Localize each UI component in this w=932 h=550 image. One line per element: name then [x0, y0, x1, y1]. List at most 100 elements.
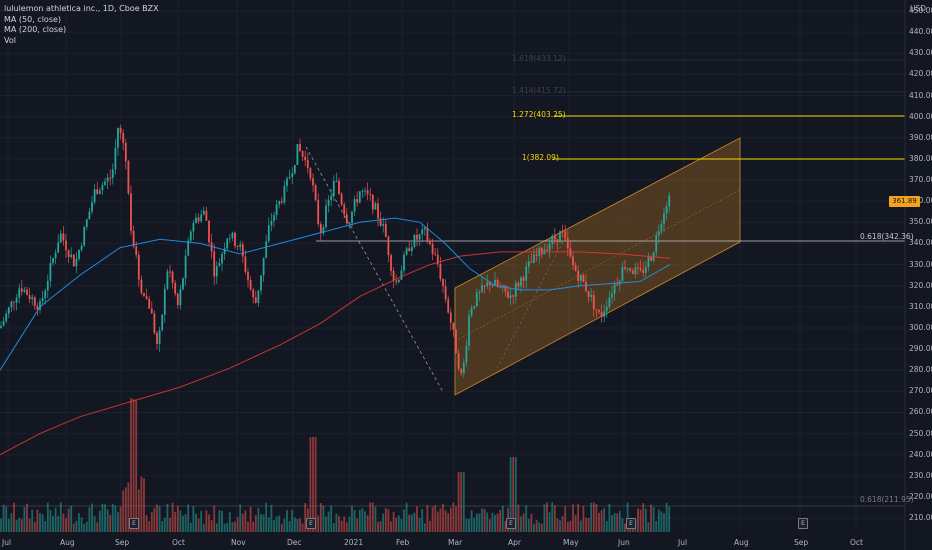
candle-body [496, 280, 499, 287]
volume-bar [52, 516, 54, 532]
volume-bar [119, 506, 122, 532]
candle-body [72, 254, 75, 267]
volume-bar [322, 505, 325, 532]
volume-bar [7, 518, 10, 532]
candle-body [239, 244, 242, 247]
candle-body [366, 190, 369, 195]
volume-bar [650, 504, 652, 532]
volume-bar [559, 520, 561, 532]
volume-legend[interactable]: Vol [4, 35, 16, 45]
candle-body [119, 127, 122, 134]
volume-bar [616, 513, 619, 532]
candle-body [465, 345, 468, 363]
candle-body [59, 233, 62, 243]
volume-bar [408, 514, 411, 532]
volume-bar [595, 503, 598, 532]
candle-body [241, 244, 244, 257]
volume-bar [262, 514, 265, 532]
candle-body [369, 194, 372, 196]
channel-midline [454, 189, 741, 342]
candle-body [613, 284, 616, 294]
volume-bar [28, 518, 31, 532]
candle-body [218, 263, 221, 267]
price-tick-label: 390.00 [909, 132, 932, 142]
volume-bar [137, 489, 140, 532]
candle-body [621, 266, 624, 281]
earnings-marker[interactable]: E [506, 518, 516, 529]
candle-body [332, 181, 335, 197]
candle-body [114, 147, 117, 170]
volume-bar [338, 516, 340, 532]
candle-body [579, 275, 582, 281]
volume-bar [96, 522, 99, 532]
volume-bar [18, 517, 21, 532]
volume-bar [210, 520, 213, 532]
volume-bar [540, 523, 543, 532]
volume-bar [390, 521, 392, 532]
volume-bar [124, 487, 127, 532]
volume-bar [546, 502, 548, 532]
volume-bar [522, 513, 525, 532]
volume-bar [93, 516, 96, 532]
price-tick-label: 380.00 [909, 153, 932, 163]
candle-body [187, 240, 190, 256]
volume-bar [582, 505, 585, 532]
candle-body [176, 293, 179, 306]
volume-bar [291, 509, 294, 532]
volume-bar [353, 510, 356, 532]
volume-bar [665, 502, 668, 532]
volume-bar [213, 505, 216, 532]
candle-body [475, 292, 478, 307]
earnings-marker[interactable]: E [306, 518, 316, 529]
candle-body [273, 214, 275, 221]
candle-body [267, 225, 270, 242]
candle-body [634, 267, 637, 274]
candle-body [504, 285, 507, 292]
candle-body [101, 184, 104, 191]
volume-bar [527, 518, 530, 532]
earnings-marker[interactable]: E [626, 518, 636, 529]
earnings-marker-upcoming[interactable]: E [798, 518, 808, 529]
volume-bar [605, 521, 608, 532]
candle-body [254, 297, 257, 303]
candle-body [384, 224, 387, 237]
candle-body [361, 190, 364, 192]
volume-bar [551, 502, 554, 532]
volume-bar [33, 522, 36, 532]
candle-body [582, 275, 585, 282]
volume-bar [169, 517, 171, 532]
candle-body [153, 313, 156, 333]
candle-body [540, 247, 543, 255]
price-tick-label: 360.00 [909, 196, 932, 206]
volume-bar [369, 502, 372, 532]
volume-bar [254, 515, 257, 532]
ma50-legend[interactable]: MA (50, close) [4, 14, 62, 24]
volume-bar [200, 511, 203, 532]
candle-body [371, 194, 374, 210]
volume-bar [241, 513, 244, 532]
candle-body [132, 230, 135, 247]
volume-bar [10, 513, 13, 532]
candle-body [257, 290, 260, 303]
symbol-title[interactable]: lululemon athletica inc., 1D, Cboe BZX [4, 4, 159, 13]
ascending-channel-fill [454, 137, 741, 396]
volume-bar [132, 398, 135, 532]
candle-body [293, 164, 296, 174]
price-tick-label: 450.00 [909, 6, 932, 15]
candle-body [639, 268, 642, 270]
candle-body [197, 217, 200, 222]
earnings-marker[interactable]: E [129, 518, 139, 529]
candle-body [551, 235, 554, 244]
candle-body [559, 231, 561, 243]
ma200-legend[interactable]: MA (200, close) [4, 25, 67, 34]
volume-bar [304, 503, 307, 532]
candle-body [587, 291, 590, 298]
volume-bar [512, 457, 515, 532]
volume-bar [486, 512, 489, 532]
candle-body [117, 127, 119, 148]
volume-bar [249, 506, 252, 532]
candle-body [486, 282, 489, 287]
time-tick-label: Jun [618, 538, 630, 547]
volume-bar [31, 509, 34, 532]
